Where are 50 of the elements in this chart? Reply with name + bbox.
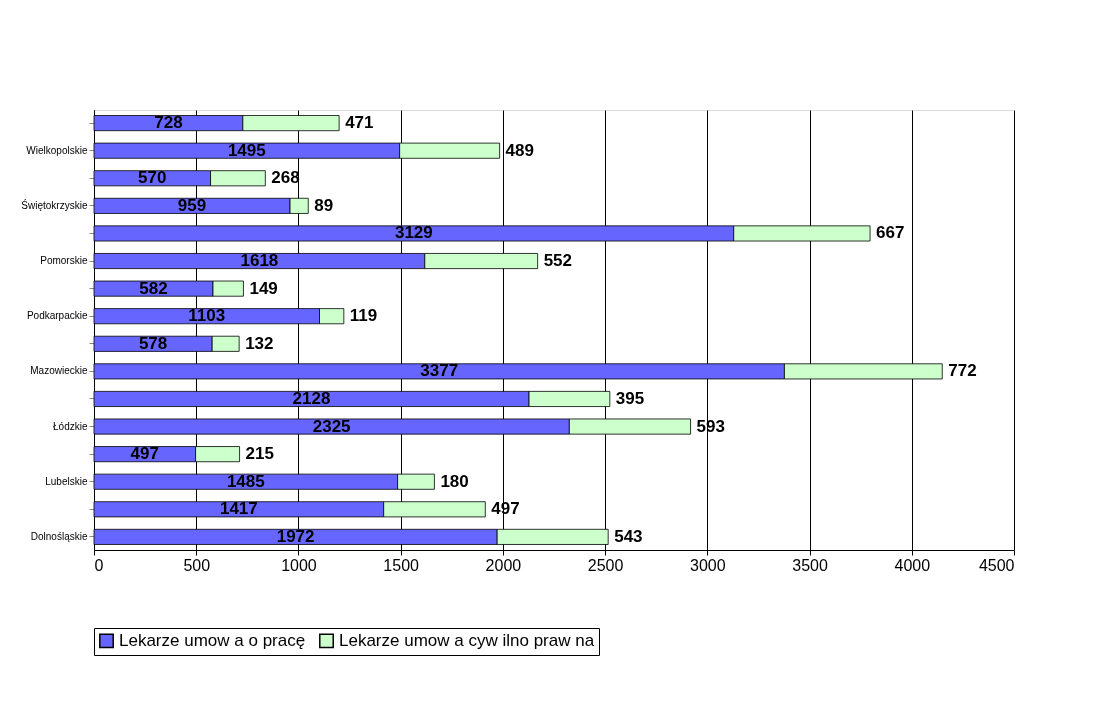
data-label: 578 [138,333,168,353]
data-label: 728 [154,113,183,133]
data-label: 2128 [292,388,331,408]
data-label: 89 [314,195,334,215]
x-tick-label: 4000 [894,556,931,574]
data-label: 2325 [312,416,351,436]
data-label: 471 [345,113,374,133]
y-tick-label: Dolnośląskie [30,530,88,542]
x-tick-label: 1000 [281,556,317,574]
data-label: 215 [245,444,274,464]
data-label: 180 [440,471,469,491]
data-label: 582 [139,278,168,298]
data-label: 1618 [240,251,279,271]
data-label: 395 [615,388,645,408]
data-label: 667 [876,223,905,243]
y-tick-label: Wielkopolskie [26,144,88,156]
x-tick-label: 2000 [485,556,522,574]
data-label: 772 [948,361,977,381]
data-label: 570 [138,168,167,188]
data-label: 149 [249,278,278,298]
legend-label: Lekarze umow a cyw ilno praw na [339,630,595,650]
data-label: 959 [177,195,207,215]
y-tick-label: Podkarpackie [26,310,88,322]
data-label: 132 [245,333,274,353]
x-tick-label: 3000 [690,556,726,574]
data-label: 268 [271,168,300,188]
x-tick-label: 2500 [587,556,624,574]
x-tick-label: 0 [94,556,104,574]
legend-label: Lekarze umow a o pracę [119,630,306,650]
data-label: 119 [349,306,378,326]
x-tick-label: 4500 [978,556,1015,574]
data-label: 489 [505,140,534,160]
data-label: 1495 [227,140,266,160]
data-label: 552 [543,251,573,271]
x-tick-label: 3500 [792,556,828,574]
data-label: 1485 [226,471,265,491]
data-label: 3377 [420,361,459,381]
y-tick-label: Świętokrzyskie [21,198,88,211]
y-tick-label: Łódzkie [53,420,88,432]
y-tick-label: Lubelskie [45,475,88,487]
data-label: 497 [130,444,159,464]
data-label: 1972 [276,526,315,546]
data-label: 1103 [188,306,226,326]
x-tick-label: 500 [183,556,211,574]
data-label: 543 [614,526,643,546]
y-tick-label: Pomorskie [40,255,88,267]
data-label: 1417 [219,499,258,519]
x-tick-label: 1500 [383,556,420,574]
y-tick-label: Mazowieckie [30,365,88,377]
data-label: 3129 [394,223,433,243]
